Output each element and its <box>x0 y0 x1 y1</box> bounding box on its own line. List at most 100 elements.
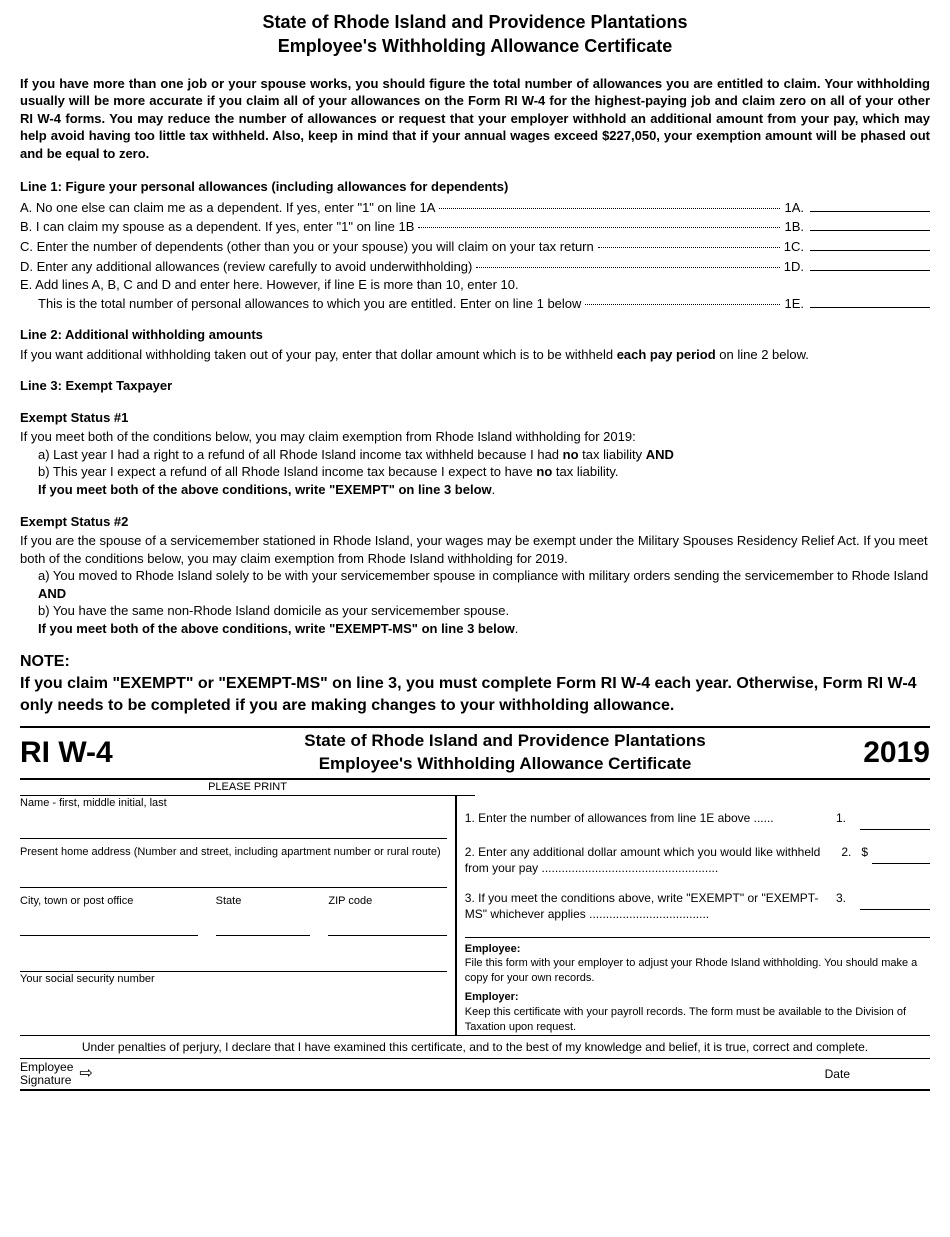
line3-heading: Line 3: Exempt Taxpayer <box>20 377 930 395</box>
form-line-3-text: 3. If you meet the conditions above, wri… <box>465 890 836 922</box>
allowance-row-a: A. No one else can claim me as a depende… <box>20 198 930 217</box>
allowance-row-d: D. Enter any additional allowances (revi… <box>20 257 930 276</box>
line2-body: If you want additional withholding taken… <box>20 346 930 364</box>
exempt2-a: a) You moved to Rhode Island solely to b… <box>20 567 930 602</box>
exempt1-a-bold2: AND <box>646 447 674 462</box>
page-title: State of Rhode Island and Providence Pla… <box>20 10 930 59</box>
address-input[interactable] <box>20 862 447 888</box>
dot-leader <box>598 247 780 248</box>
line2-bold: each pay period <box>617 347 716 362</box>
form-line-1-num: 1. <box>836 810 856 826</box>
allowance-e-line1: E. Add lines A, B, C and D and enter her… <box>20 276 930 294</box>
form-line-1: 1. Enter the number of allowances from l… <box>465 810 930 830</box>
allowance-d-text: D. Enter any additional allowances (revi… <box>20 258 472 276</box>
ssn-input[interactable] <box>20 946 447 972</box>
allowance-e-text: This is the total number of personal all… <box>38 295 581 313</box>
zip-input[interactable] <box>328 910 446 936</box>
exempt1-intro: If you meet both of the conditions below… <box>20 428 930 446</box>
allowance-e-input[interactable] <box>810 294 930 308</box>
form-line-1-text: 1. Enter the number of allowances from l… <box>465 810 836 826</box>
exempt1-b-post: tax liability. <box>552 464 618 479</box>
employee-head: Employee: <box>465 943 521 955</box>
line1-heading: Line 1: Figure your personal allowances … <box>20 178 930 196</box>
dot-leader <box>585 304 780 305</box>
sig-label-2: Signature <box>20 1074 73 1087</box>
arrow-icon: ⇨ <box>79 1063 92 1085</box>
dot-leader <box>476 267 779 268</box>
exempt1-a-pre: a) Last year I had a right to a refund o… <box>38 447 563 462</box>
exempt1-a-bold1: no <box>563 447 579 462</box>
allowance-b-text: B. I can claim my spouse as a dependent.… <box>20 218 414 236</box>
allowance-a-label: 1A. <box>784 199 804 217</box>
form-line-2-text: 2. Enter any additional dollar amount wh… <box>465 844 842 876</box>
exempt2-cond-text: If you meet both of the above conditions… <box>38 621 515 636</box>
exempt2-b: b) You have the same non-Rhode Island do… <box>20 602 930 620</box>
line2-pre: If you want additional withholding taken… <box>20 347 617 362</box>
zip-label: ZIP code <box>328 894 446 909</box>
exempt2-intro: If you are the spouse of a servicemember… <box>20 532 930 567</box>
address-field-group: Present home address (Number and street,… <box>20 845 447 888</box>
allowance-c-text: C. Enter the number of dependents (other… <box>20 238 594 256</box>
exempt1-b: b) This year I expect a refund of all Rh… <box>20 463 930 481</box>
form-year: 2019 <box>830 733 930 774</box>
exempt2-heading: Exempt Status #2 <box>20 513 930 531</box>
allowance-b-label: 1B. <box>784 218 804 236</box>
name-input[interactable] <box>20 813 447 839</box>
signature-row: Employee Signature ⇨ Date <box>20 1059 930 1091</box>
perjury-statement: Under penalties of perjury, I declare th… <box>20 1036 930 1059</box>
form-line-2-input[interactable] <box>872 844 930 864</box>
form-title-2: Employee's Withholding Allowance Certifi… <box>180 753 830 776</box>
dot-leader <box>418 227 780 228</box>
intro-paragraph: If you have more than one job or your sp… <box>20 75 930 163</box>
signature-label: Employee Signature <box>20 1061 73 1087</box>
form-title-1: State of Rhode Island and Providence Pla… <box>180 730 830 753</box>
form-line-3: 3. If you meet the conditions above, wri… <box>465 890 930 922</box>
city-input[interactable] <box>20 910 198 936</box>
form-line-3-input[interactable] <box>860 890 930 910</box>
employee-body: File this form with your employer to adj… <box>465 956 930 986</box>
title-line-2: Employee's Withholding Allowance Certifi… <box>20 34 930 58</box>
name-field-group: Name - first, middle initial, last <box>20 796 447 839</box>
line2-heading: Line 2: Additional withholding amounts <box>20 326 930 344</box>
exempt1-b-pre: b) This year I expect a refund of all Rh… <box>38 464 536 479</box>
city-state-zip-group: City, town or post office State ZIP code <box>20 894 447 937</box>
allowance-d-label: 1D. <box>784 258 804 276</box>
form-id: RI W-4 <box>20 733 180 774</box>
employer-body: Keep this certificate with your payroll … <box>465 1005 930 1035</box>
instruction-box: Employee: File this form with your emplo… <box>465 937 930 1035</box>
note-heading: NOTE: <box>20 651 930 673</box>
form-line-2: 2. Enter any additional dollar amount wh… <box>465 844 930 876</box>
ssn-label: Your social security number <box>20 972 447 987</box>
form-line-3-num: 3. <box>836 890 856 906</box>
employer-head: Employer: <box>465 991 519 1003</box>
form-body: Name - first, middle initial, last Prese… <box>20 796 930 1036</box>
allowance-e-label: 1E. <box>784 295 804 313</box>
date-label: Date <box>825 1066 850 1082</box>
exempt2-a-bold: AND <box>38 586 66 601</box>
exempt1-cond-text: If you meet both of the above conditions… <box>38 482 492 497</box>
state-input[interactable] <box>216 910 311 936</box>
exempt1-b-bold: no <box>536 464 552 479</box>
form-title: State of Rhode Island and Providence Pla… <box>180 730 830 776</box>
form-line-1-input[interactable] <box>860 810 930 830</box>
allowance-a-text: A. No one else can claim me as a depende… <box>20 199 435 217</box>
form-line-2-num: 2. <box>841 844 861 860</box>
allowance-d-input[interactable] <box>810 257 930 271</box>
exempt1-cond: If you meet both of the above conditions… <box>20 481 930 499</box>
note-body: If you claim "EXEMPT" or "EXEMPT-MS" on … <box>20 673 930 716</box>
exempt1-a: a) Last year I had a right to a refund o… <box>20 446 930 464</box>
state-label: State <box>216 894 311 909</box>
allowance-c-input[interactable] <box>810 237 930 251</box>
dollar-sign: $ <box>861 844 868 860</box>
address-label: Present home address (Number and street,… <box>20 845 447 860</box>
exempt2-cond: If you meet both of the above conditions… <box>20 620 930 638</box>
allowance-row-e: This is the total number of personal all… <box>20 294 930 313</box>
dot-leader <box>439 208 780 209</box>
allowance-b-input[interactable] <box>810 217 930 231</box>
allowance-a-input[interactable] <box>810 198 930 212</box>
title-line-1: State of Rhode Island and Providence Pla… <box>20 10 930 34</box>
please-print-label: PLEASE PRINT <box>20 780 475 796</box>
exempt1-heading: Exempt Status #1 <box>20 409 930 427</box>
form-header-bar: RI W-4 State of Rhode Island and Provide… <box>20 726 930 780</box>
city-label: City, town or post office <box>20 894 198 909</box>
